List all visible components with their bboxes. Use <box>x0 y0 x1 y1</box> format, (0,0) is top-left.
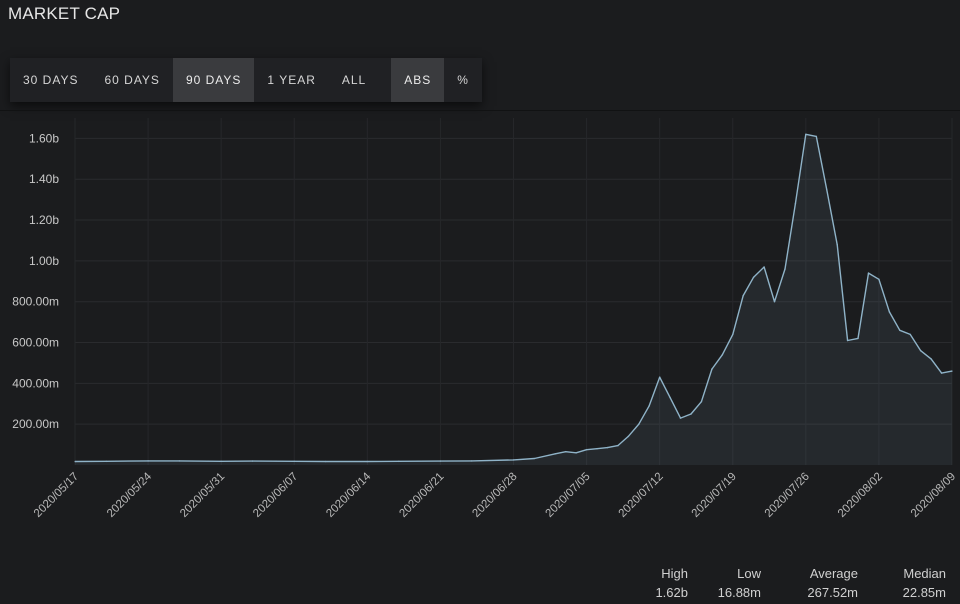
data-point <box>658 376 661 379</box>
data-point <box>679 417 682 419</box>
data-point <box>147 460 149 462</box>
x-tick-label: 2020/05/31 <box>178 471 227 520</box>
stat-high: High 1.62b <box>613 564 688 602</box>
data-point <box>721 354 724 356</box>
data-point <box>178 460 181 462</box>
data-point <box>324 460 327 463</box>
market-cap-chart: 200.00m 400.00m 600.00m 800.00m 1.00b 1.20b 1.… <box>12 118 958 520</box>
data-point <box>784 268 786 270</box>
x-tick-label: 2020/08/02 <box>836 471 885 520</box>
y-tick-label: 1.60b <box>29 131 59 145</box>
x-tick-label: 2020/05/17 <box>32 471 81 520</box>
stat-median-value: 22.85m <box>902 585 946 600</box>
x-tick-label: 2020/07/12 <box>617 471 666 520</box>
panel-divider <box>0 110 960 111</box>
data-point <box>617 444 619 447</box>
stat-low-value: 16.88m <box>717 585 761 600</box>
page-title: MARKET CAP <box>8 4 121 23</box>
data-point <box>293 460 296 463</box>
data-point <box>397 460 400 463</box>
data-point <box>648 405 650 407</box>
data-point <box>470 460 473 462</box>
mode-percent-button[interactable]: % <box>457 73 469 87</box>
data-point <box>940 372 943 374</box>
data-point <box>742 294 744 297</box>
x-tick-label: 2020/08/09 <box>909 471 958 520</box>
range-60-days-button[interactable]: 60 DAYS <box>104 73 160 87</box>
stat-low: Low 16.88m <box>688 564 761 602</box>
data-point <box>794 202 797 205</box>
range-1-year-button[interactable]: 1 YEAR <box>267 73 316 87</box>
stat-median-label: Median <box>903 566 946 581</box>
x-tick-label: 2020/05/24 <box>105 470 155 520</box>
data-point <box>105 460 108 463</box>
data-point <box>867 272 870 274</box>
x-tick-label: 2020/06/14 <box>324 470 374 520</box>
x-tick-label: 2020/07/05 <box>544 471 593 520</box>
stat-high-value: 1.62b <box>655 585 688 600</box>
data-point <box>732 333 734 336</box>
data-point <box>752 276 755 278</box>
mode-abs-button[interactable]: ABS <box>391 58 445 102</box>
data-point <box>564 450 567 453</box>
data-point <box>815 135 818 138</box>
data-point <box>366 460 369 463</box>
stat-average-label: Average <box>809 566 858 581</box>
data-point <box>533 457 536 460</box>
x-tick-label: 2020/07/26 <box>763 471 812 520</box>
series-area <box>75 134 952 466</box>
data-point <box>575 452 577 454</box>
x-tick-label: 2020/06/21 <box>397 471 446 520</box>
y-tick-label: 600.00m <box>12 336 59 350</box>
data-point <box>888 311 891 313</box>
data-point <box>690 413 692 415</box>
data-point <box>512 459 515 461</box>
data-point <box>220 460 222 463</box>
data-point <box>711 368 713 370</box>
data-point <box>596 447 598 450</box>
range-all-button[interactable]: ALL <box>341 73 367 87</box>
stat-high-label: High <box>661 566 688 581</box>
y-tick-label: 1.40b <box>29 172 59 186</box>
data-point <box>857 337 859 340</box>
data-point <box>846 339 849 342</box>
y-tick-label: 200.00m <box>12 417 59 431</box>
data-point <box>919 349 922 352</box>
data-point <box>554 453 557 455</box>
stat-median: Median 22.85m <box>858 564 946 602</box>
y-tick-label: 1.20b <box>29 213 59 227</box>
stat-average-value: 267.52m <box>807 585 858 600</box>
data-point <box>638 423 640 426</box>
x-tick-label: 2020/06/28 <box>470 471 519 520</box>
data-point <box>805 133 807 136</box>
data-point <box>930 358 932 360</box>
data-point <box>700 400 703 403</box>
data-point <box>669 396 671 399</box>
data-point <box>825 188 828 191</box>
data-point <box>585 448 588 451</box>
y-tick-label: 1.00b <box>29 254 59 268</box>
range-30-days-button[interactable]: 30 DAYS <box>23 73 79 87</box>
data-point <box>773 300 776 303</box>
stat-low-label: Low <box>737 566 761 581</box>
range-toolbar: 30 DAYS 60 DAYS 90 DAYS 1 YEAR ALL ABS % <box>10 58 482 102</box>
data-point <box>899 329 901 332</box>
data-point <box>606 446 609 449</box>
y-tick-label: 400.00m <box>12 376 59 390</box>
y-tick-label: 800.00m <box>12 295 59 309</box>
data-point <box>909 333 911 336</box>
range-90-days-button[interactable]: 90 DAYS <box>172 58 255 102</box>
data-point <box>763 266 765 268</box>
data-point <box>951 370 953 372</box>
data-point <box>836 243 838 246</box>
data-point <box>74 460 76 463</box>
data-point <box>627 435 630 438</box>
stats-summary: High 1.62b Low 16.88m Average 267.52m Me… <box>613 564 946 602</box>
data-point <box>251 460 254 462</box>
data-point <box>878 278 880 281</box>
stat-average: Average 267.52m <box>761 564 858 602</box>
x-tick-label: 2020/07/19 <box>690 471 739 520</box>
x-tick-label: 2020/06/07 <box>251 471 300 520</box>
data-point <box>439 460 442 462</box>
